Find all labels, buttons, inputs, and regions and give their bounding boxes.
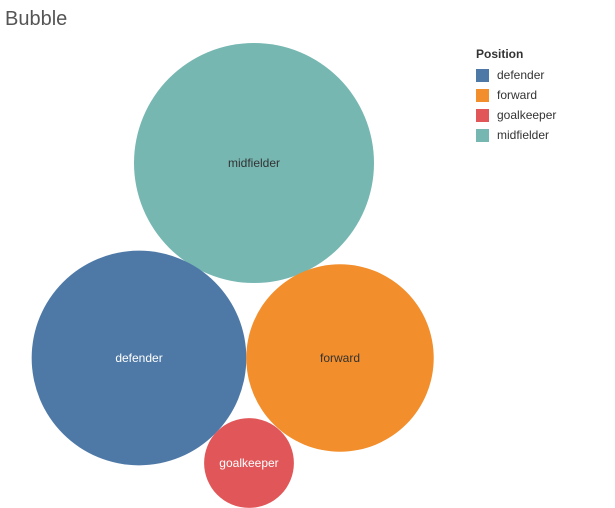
legend-title: Position xyxy=(476,47,524,61)
bubble-forward[interactable] xyxy=(246,264,434,452)
bubble-label-defender: defender xyxy=(115,351,162,365)
legend-label-goalkeeper: goalkeeper xyxy=(497,108,557,122)
legend-label-midfielder: midfielder xyxy=(497,128,550,142)
bubble-label-goalkeeper: goalkeeper xyxy=(219,456,278,470)
legend-item-goalkeeper[interactable]: goalkeeper xyxy=(476,105,556,125)
legend-swatch-forward xyxy=(476,88,489,102)
legend-label-forward: forward xyxy=(497,88,538,102)
legend-swatch-defender xyxy=(476,68,489,82)
bubble-goalkeeper[interactable] xyxy=(204,418,294,508)
legend-item-defender[interactable]: defender xyxy=(476,65,556,85)
legend: Position defender forward goalkeeper mid… xyxy=(476,47,556,145)
legend-swatch-goalkeeper xyxy=(476,108,489,122)
legend-swatch-midfielder xyxy=(476,128,489,142)
legend-item-forward[interactable]: forward xyxy=(476,85,556,105)
bubble-midfielder[interactable] xyxy=(134,43,374,283)
legend-label-defender: defender xyxy=(497,68,545,82)
legend-item-midfielder[interactable]: midfielder xyxy=(476,125,556,145)
bubble-label-forward: forward xyxy=(320,351,360,365)
bubble-defender[interactable] xyxy=(31,250,247,466)
bubble-label-midfielder: midfielder xyxy=(228,156,280,170)
chart-title: Bubble xyxy=(5,8,68,30)
